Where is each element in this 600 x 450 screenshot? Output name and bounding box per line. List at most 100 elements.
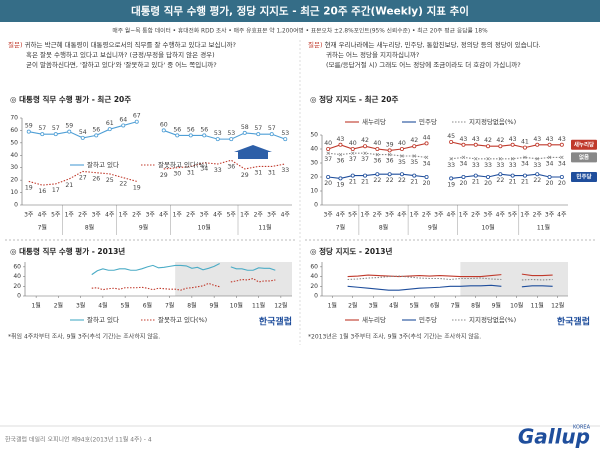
x-tick-label: 1월 xyxy=(31,302,40,310)
y-tick-label: 40 xyxy=(310,146,318,153)
x-tick-label: 4주 xyxy=(159,212,169,219)
x-tick-label: 1주 xyxy=(240,212,250,219)
value-label: 35 xyxy=(398,159,406,166)
point xyxy=(363,151,367,155)
x-tick-label: 4주 xyxy=(105,212,115,219)
question-line: 귀하는 어느 정당을 지지하십니까? xyxy=(326,50,419,59)
value-label: 53 xyxy=(227,130,235,137)
value-label: 56 xyxy=(200,126,208,133)
x-tick-label: 11월 xyxy=(252,302,265,310)
point xyxy=(547,142,552,147)
x-tick-label: 1주 xyxy=(173,212,183,219)
x-tick-label: 6월 xyxy=(430,302,439,310)
x-tick-label: 3주 xyxy=(545,212,555,219)
y-tick-label: 30 xyxy=(10,164,18,171)
point xyxy=(510,157,515,161)
month-label: 7월 xyxy=(336,224,345,232)
point xyxy=(461,155,466,160)
legend-label: 민주당 xyxy=(419,315,437,324)
value-label: 34 xyxy=(521,160,529,167)
value-label: 61 xyxy=(106,120,114,127)
question-line: 혹은 잘못 수행하고 있다고 보십니까? (긍정/부정을 답하지 않은 경우) xyxy=(26,50,215,59)
shaded-range xyxy=(175,262,292,296)
legend-label: 새누리당 xyxy=(362,315,386,324)
x-tick-label: 4주 xyxy=(446,212,456,219)
series-line xyxy=(28,159,286,186)
point xyxy=(449,157,453,161)
value-label: 36 xyxy=(227,163,235,170)
value-label: 29 xyxy=(160,172,168,179)
value-label: 21 xyxy=(65,182,73,189)
value-label: 44 xyxy=(423,134,431,141)
value-label: 33 xyxy=(281,167,289,174)
legend-label: 잘못하고 있다(%) xyxy=(158,160,207,169)
x-tick-label: 3월 xyxy=(369,302,378,310)
value-label: 20 xyxy=(460,180,468,187)
point xyxy=(387,152,392,157)
footer-source: 한국갤럽 데일리 오피니언 제94호(2013년 11월 4주) - 4 xyxy=(5,436,152,444)
point xyxy=(559,174,564,179)
value-label: 20 xyxy=(324,180,332,187)
point xyxy=(363,144,368,149)
value-label: 33 xyxy=(472,162,480,169)
x-tick-label: 5주 xyxy=(51,212,61,219)
value-label: 37 xyxy=(361,156,369,163)
value-label: 56 xyxy=(92,126,100,133)
chart-title: ◎ 대통령 직무 수행 평가 - 2013년 xyxy=(10,246,125,256)
x-tick-label: 5주 xyxy=(227,212,237,219)
x-tick-label: 3주 xyxy=(24,212,34,219)
y-tick-label: 50 xyxy=(10,139,18,146)
x-tick-label: 2주 xyxy=(422,212,432,219)
value-label: 40 xyxy=(349,140,357,147)
series-line xyxy=(91,262,276,276)
x-tick-label: 3주 xyxy=(92,212,102,219)
x-tick-label: 2주 xyxy=(132,212,142,219)
value-label: 64 xyxy=(119,116,127,123)
value-label: 20 xyxy=(546,180,554,187)
point xyxy=(375,152,380,157)
value-label: 30 xyxy=(173,171,181,178)
question-line: 현재 우리나라에는 새누리당, 민주당, 통합진보당, 정의당 등의 정당이 있… xyxy=(325,40,541,49)
logo: 한국갤럽 xyxy=(259,316,292,328)
x-tick-label: 1주 xyxy=(65,212,75,219)
point xyxy=(326,174,331,179)
x-tick-label: 4주 xyxy=(397,212,407,219)
point xyxy=(53,132,58,137)
value-label: 53 xyxy=(214,130,222,137)
point xyxy=(338,152,343,157)
x-tick-label: 4주 xyxy=(336,212,346,219)
x-tick-label: 1주 xyxy=(520,212,530,219)
x-tick-label: 1주 xyxy=(410,212,420,219)
value-label: 22 xyxy=(496,177,504,184)
value-label: 31 xyxy=(268,169,276,176)
point xyxy=(473,173,478,178)
question: 질문) 현재 우리나라에는 새누리당, 민주당, 통합진보당, 정의당 등의 정… xyxy=(308,40,541,49)
month-label: 9월 xyxy=(428,224,437,232)
point xyxy=(400,154,404,158)
point xyxy=(449,176,454,181)
point xyxy=(326,151,330,155)
point xyxy=(350,146,355,151)
point xyxy=(412,154,416,158)
brand: Gallup xyxy=(518,425,590,449)
value-label: 42 xyxy=(410,137,418,144)
x-tick-label: 3주 xyxy=(483,212,493,219)
value-label: 19 xyxy=(337,181,345,188)
series-line xyxy=(347,275,553,281)
point xyxy=(363,173,368,178)
value-label: 22 xyxy=(533,177,541,184)
x-tick-label: 7월 xyxy=(451,302,460,310)
y-tick-label: 60 xyxy=(10,127,18,134)
month-label: 8월 xyxy=(85,224,94,232)
value-label: 21 xyxy=(509,179,517,186)
y-tick-label: 20 xyxy=(13,283,21,290)
value-label: 43 xyxy=(472,136,480,143)
x-tick-label: 10월 xyxy=(230,302,243,310)
x-tick-label: 10월 xyxy=(510,302,523,310)
question-label: 질문) xyxy=(8,41,23,49)
point xyxy=(560,155,564,160)
value-label: 42 xyxy=(496,137,504,144)
series-line xyxy=(91,277,276,291)
point xyxy=(474,157,478,161)
shaded-range xyxy=(460,262,568,296)
